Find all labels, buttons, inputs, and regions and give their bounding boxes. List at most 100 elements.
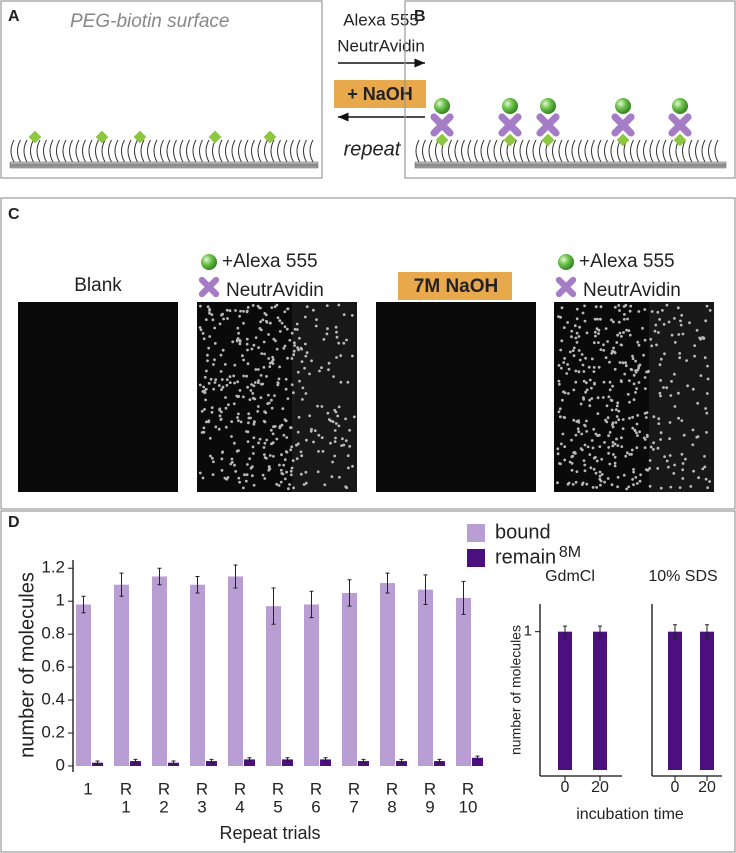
- x-tick-label: R: [462, 779, 474, 798]
- error-bar: [563, 625, 567, 638]
- x-tick-label: 0: [671, 779, 680, 796]
- image-caption: +Alexa 555: [579, 251, 675, 272]
- bar: [700, 631, 714, 770]
- error-bar: [247, 757, 252, 762]
- y-tick-label: 0.4: [41, 690, 65, 709]
- bar: [418, 589, 433, 766]
- alexa-dye: [558, 254, 574, 270]
- error-bar: [423, 574, 428, 605]
- surface-base: [9, 161, 319, 169]
- x-tick-label: R: [310, 779, 322, 798]
- error-bar: [119, 572, 124, 597]
- chart-title: 8M: [559, 544, 581, 561]
- bar: [342, 592, 357, 766]
- y-tick-label: 0: [56, 755, 65, 774]
- x-tick-label: 20: [698, 779, 716, 796]
- panel-label: D: [8, 514, 20, 531]
- image-caption: NeutrAvidin: [583, 280, 681, 301]
- biotin: [435, 133, 449, 147]
- legend-label: bound: [495, 521, 551, 543]
- error-bar: [133, 758, 138, 764]
- reagent-text: + NaOH: [347, 84, 413, 104]
- error-bar: [285, 757, 290, 762]
- x-tick-label: 1: [83, 779, 92, 798]
- x-tick-label: R: [272, 779, 284, 798]
- y-axis-title: number of molecules: [16, 572, 38, 758]
- bar: [114, 584, 129, 766]
- image-caption: Blank: [74, 275, 122, 296]
- x-axis-title: incubation time: [576, 806, 684, 823]
- y-tick-label: 0.8: [41, 624, 65, 643]
- x-tick-label: 20: [591, 779, 609, 796]
- error-bar: [361, 758, 366, 764]
- highlight-box: [398, 272, 512, 300]
- bar: [266, 606, 281, 766]
- bar: [76, 604, 91, 766]
- biotin: [28, 130, 42, 144]
- chart-title: 10% SDS: [648, 568, 717, 585]
- error-bar: [347, 579, 352, 607]
- panel-frame: [0, 0, 323, 179]
- error-bar: [437, 758, 442, 764]
- y-tick-label: 1.2: [41, 558, 65, 577]
- note-text: repeat: [344, 138, 402, 160]
- bar: [668, 631, 682, 770]
- x-tick-label: R: [196, 779, 208, 798]
- neutravidin: [430, 113, 454, 137]
- x-axis-title: Repeat trials: [219, 823, 320, 843]
- error-bar: [81, 595, 86, 614]
- surface-base: [414, 161, 727, 169]
- bar: [130, 761, 141, 766]
- error-bar: [209, 758, 214, 764]
- bar: [304, 604, 319, 766]
- x-tick-label: 8: [387, 797, 396, 816]
- alexa-dye: [502, 98, 518, 114]
- alexa-dye: [615, 98, 631, 114]
- error-bar: [323, 757, 328, 762]
- x-tick-label: R: [348, 779, 360, 798]
- bar: [244, 759, 255, 766]
- chart-title: GdmCl: [545, 568, 595, 585]
- error-bar: [309, 590, 314, 619]
- error-bar: [399, 758, 404, 764]
- reagent-text: Alexa 555: [343, 10, 419, 29]
- bar: [380, 583, 395, 766]
- bar: [190, 584, 205, 766]
- micrograph-band: [292, 302, 357, 492]
- y-tick-label: 0.6: [41, 657, 65, 676]
- micrograph: [376, 302, 536, 492]
- bar: [206, 761, 217, 766]
- alexa-dye: [540, 98, 556, 114]
- biotin: [673, 133, 687, 147]
- x-tick-label: 10: [459, 797, 478, 816]
- bar: [358, 761, 369, 766]
- biotin: [208, 130, 222, 144]
- biotin: [263, 130, 277, 144]
- x-tick-label: R: [120, 779, 132, 798]
- alexa-dye: [201, 254, 217, 270]
- y-axis-title: number of molecules: [508, 625, 524, 755]
- bar: [472, 757, 483, 766]
- x-tick-label: 1: [121, 797, 130, 816]
- legend-swatch: [467, 524, 485, 542]
- neutravidin: [555, 276, 577, 298]
- x-tick-label: 7: [349, 797, 358, 816]
- legend-label: remain: [495, 546, 556, 568]
- y-tick-label: 1: [56, 591, 65, 610]
- image-caption: +Alexa 555: [222, 251, 318, 272]
- bar: [320, 759, 331, 766]
- bar: [456, 597, 471, 766]
- x-tick-label: R: [158, 779, 170, 798]
- bar: [558, 631, 572, 770]
- x-tick-label: 5: [273, 797, 282, 816]
- error-bar: [705, 624, 709, 640]
- image-caption: 7M NaOH: [414, 276, 498, 297]
- x-tick-label: 2: [159, 797, 168, 816]
- panel-frame: [0, 510, 736, 853]
- legend-swatch: [467, 549, 485, 567]
- neutravidin: [536, 113, 560, 137]
- x-tick-label: 4: [235, 797, 244, 816]
- y-tick-label: 0.2: [41, 723, 65, 742]
- peg-brush: [415, 139, 719, 163]
- image-caption: NeutrAvidin: [226, 280, 324, 301]
